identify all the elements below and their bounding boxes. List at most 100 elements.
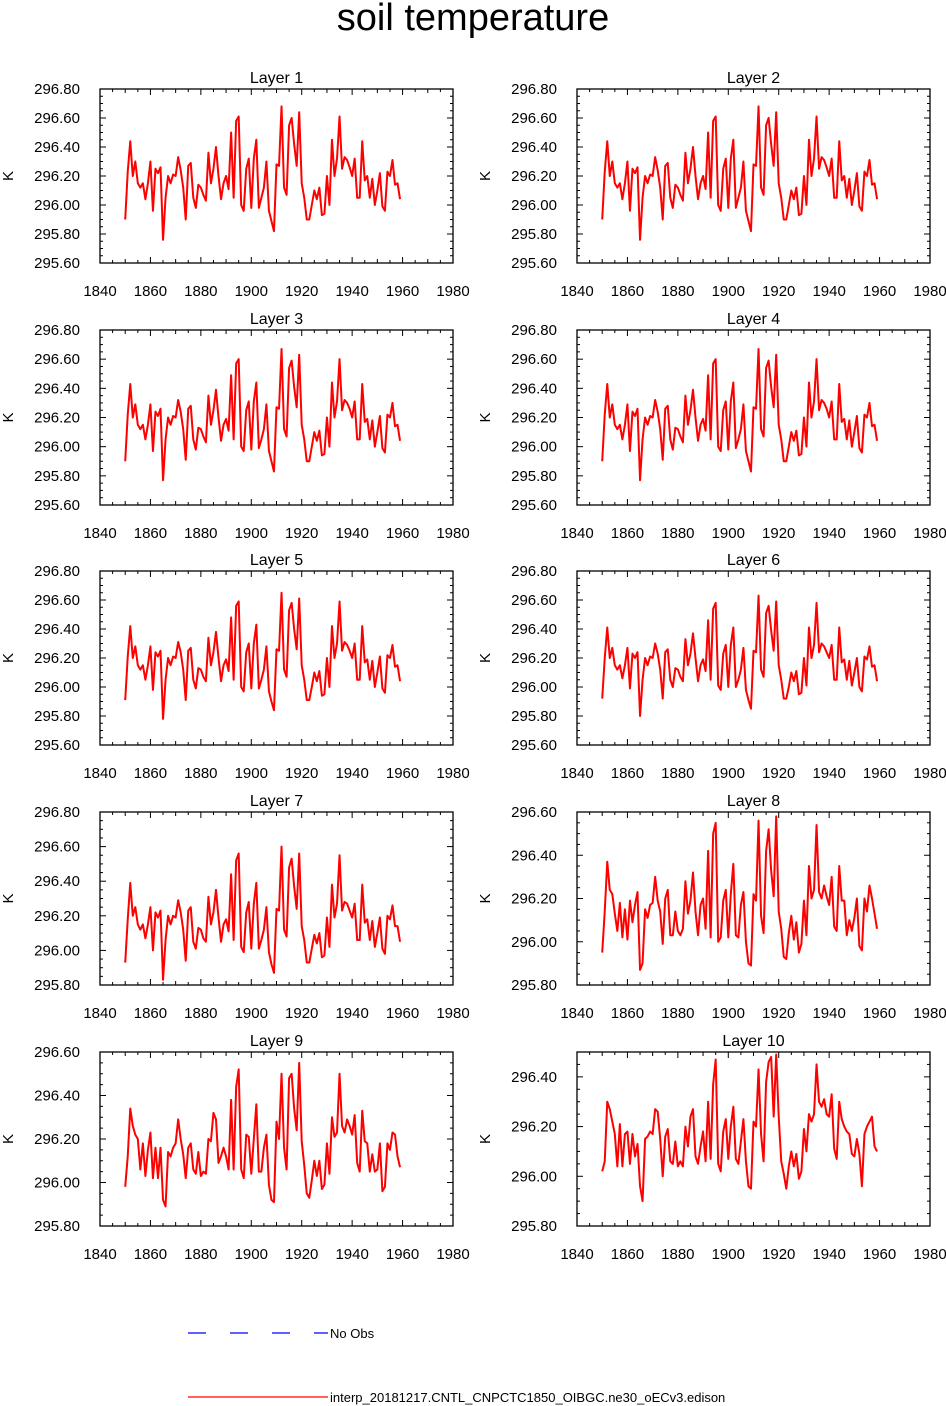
series-line (124, 1061, 402, 1208)
y-tick-label: 296.60 (511, 110, 557, 127)
y-tick-label: 296.80 (511, 322, 557, 339)
x-tick-label: 1960 (863, 525, 896, 542)
y-tick-label: 296.40 (34, 380, 80, 397)
y-tick-label: 296.20 (511, 410, 557, 427)
x-tick-label: 1980 (913, 283, 946, 300)
panel-title: Layer 1 (250, 70, 303, 87)
x-tick-label: 1920 (285, 765, 318, 782)
y-tick-label: 296.80 (511, 563, 557, 580)
panel-title: Layer 5 (250, 552, 303, 569)
x-tick-label: 1940 (812, 765, 845, 782)
y-tick-label: 295.80 (511, 977, 557, 994)
x-tick-label: 1920 (762, 525, 795, 542)
x-tick-label: 1980 (913, 525, 946, 542)
panel-title: Layer 4 (727, 311, 780, 328)
panel-title: Layer 7 (250, 793, 303, 810)
x-tick-label: 1920 (285, 525, 318, 542)
x-tick-label: 1900 (712, 1005, 745, 1022)
y-tick-label: 295.60 (511, 255, 557, 272)
x-tick-label: 1980 (436, 1246, 469, 1263)
series-line (601, 347, 879, 482)
x-tick-label: 1940 (335, 765, 368, 782)
series-line (601, 594, 879, 717)
panel-title: Layer 3 (250, 311, 303, 328)
x-tick-label: 1900 (712, 765, 745, 782)
y-tick-label: 296.20 (34, 1131, 80, 1148)
y-tick-label: 296.60 (34, 351, 80, 368)
y-tick-label: 295.60 (511, 737, 557, 754)
y-tick-label: 296.40 (511, 621, 557, 638)
panel-title: Layer 2 (727, 70, 780, 87)
y-axis-label: K (0, 1134, 17, 1144)
y-tick-label: 296.00 (511, 439, 557, 456)
legend: No Obs interp_20181217.CNTL_CNPCTC1850_O… (188, 1326, 725, 1405)
x-tick-label: 1920 (762, 1246, 795, 1263)
y-tick-label: 296.00 (34, 679, 80, 696)
panel-layer-6: Layer 6 K 1840 1860 1880 1900 1920 1940 1960 1980… (477, 552, 946, 782)
x-tick-label: 1980 (436, 1005, 469, 1022)
x-tick-label: 1980 (436, 765, 469, 782)
y-tick-label: 296.40 (34, 873, 80, 890)
y-tick-label: 296.20 (34, 168, 80, 185)
y-tick-label: 295.80 (34, 708, 80, 725)
y-tick-label: 296.40 (34, 1088, 80, 1105)
y-axis-label: K (0, 653, 17, 663)
x-tick-label: 1880 (661, 1246, 694, 1263)
y-tick-label: 296.20 (511, 1119, 557, 1136)
x-tick-label: 1940 (335, 1005, 368, 1022)
x-tick-label: 1940 (812, 283, 845, 300)
x-tick-label: 1880 (661, 525, 694, 542)
x-tick-label: 1860 (611, 1005, 644, 1022)
x-tick-label: 1860 (134, 525, 167, 542)
y-tick-label: 296.00 (34, 439, 80, 456)
series-line (124, 591, 402, 720)
x-tick-label: 1880 (184, 1005, 217, 1022)
y-tick-label: 296.40 (511, 1069, 557, 1086)
y-axis-label: K (0, 893, 17, 903)
x-tick-label: 1960 (386, 765, 419, 782)
panel-layer-4: Layer 4 K 1840 1860 1880 1900 1920 1940 1960 1980… (477, 311, 946, 542)
y-axis-label: K (477, 893, 494, 903)
x-tick-label: 1960 (863, 1246, 896, 1263)
y-tick-label: 296.20 (34, 410, 80, 427)
x-tick-label: 1860 (611, 1246, 644, 1263)
panel-layer-2: Layer 2 K 1840 1860 1880 1900 1920 1940 1960 1980… (477, 70, 946, 300)
y-tick-label: 296.60 (34, 1044, 80, 1061)
series-line (601, 1053, 878, 1203)
series-line (124, 845, 402, 981)
x-tick-label: 1900 (235, 283, 268, 300)
x-tick-label: 1940 (335, 283, 368, 300)
y-axis-label: K (0, 412, 17, 422)
panel-layer-10: Layer 10 K 1840 1860 1880 1900 1920 1940 1960 198… (477, 1033, 946, 1263)
x-tick-label: 1880 (184, 525, 217, 542)
series-line (601, 105, 879, 241)
y-axis-label: K (477, 412, 494, 422)
y-tick-label: 296.00 (511, 679, 557, 696)
y-tick-label: 296.80 (34, 563, 80, 580)
y-tick-label: 296.20 (511, 650, 557, 667)
x-tick-label: 1840 (83, 765, 116, 782)
legend-model-label: interp_20181217.CNTL_CNPCTC1850_OIBGC.ne… (330, 1390, 725, 1405)
panel-title: Layer 8 (727, 793, 780, 810)
legend-obs-label: No Obs (330, 1326, 375, 1341)
y-tick-label: 296.00 (34, 942, 80, 959)
x-tick-label: 1860 (134, 283, 167, 300)
y-tick-label: 296.20 (34, 650, 80, 667)
x-tick-label: 1960 (386, 1005, 419, 1022)
y-tick-label: 296.60 (511, 351, 557, 368)
x-tick-label: 1880 (184, 283, 217, 300)
y-axis-label: K (477, 171, 494, 181)
y-axis-label: K (477, 653, 494, 663)
y-tick-label: 295.80 (34, 226, 80, 243)
y-tick-label: 295.60 (34, 737, 80, 754)
x-tick-label: 1900 (235, 1246, 268, 1263)
series-line (124, 105, 402, 241)
y-tick-label: 296.40 (511, 380, 557, 397)
panel-layer-3: Layer 3 K 1840 1860 1880 1900 1920 1940 1960 1980… (0, 311, 470, 542)
y-tick-label: 295.80 (34, 1218, 80, 1235)
x-tick-label: 1960 (863, 1005, 896, 1022)
x-tick-label: 1920 (285, 1005, 318, 1022)
panel-title: Layer 6 (727, 552, 780, 569)
y-tick-label: 296.20 (511, 168, 557, 185)
x-tick-label: 1840 (560, 765, 593, 782)
